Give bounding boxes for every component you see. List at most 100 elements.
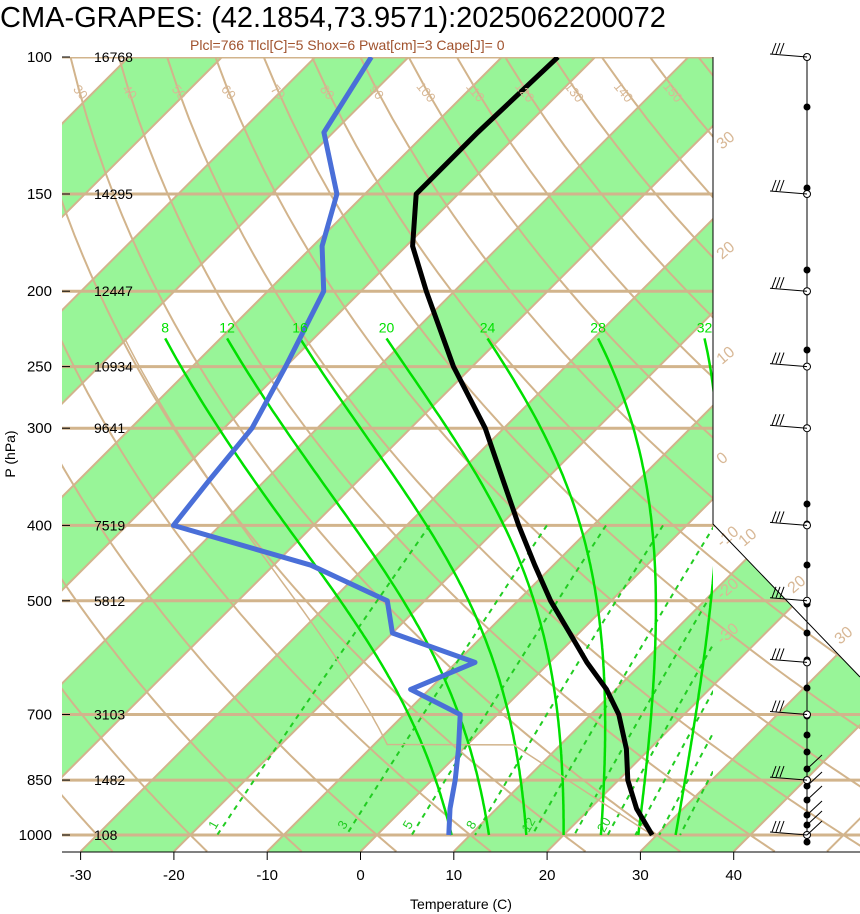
barb-shaft	[806, 810, 823, 826]
temperature-tick-label: 30	[632, 867, 649, 884]
temperature-tick-label: -20	[163, 867, 185, 884]
temperature-tick-label: 10	[445, 867, 462, 884]
height-label: 7519	[94, 517, 125, 533]
barb-shaft	[769, 831, 808, 836]
barb-shaft	[769, 53, 808, 58]
sounding-profiles	[170, 57, 655, 837]
isotherm-label: 20	[714, 239, 739, 264]
isotherm-band	[62, 57, 596, 852]
dry-adiabat	[62, 57, 208, 852]
dry-adiabat	[117, 57, 776, 852]
mixing-ratio-label: 8	[463, 818, 480, 832]
pressure-tick-label: 200	[27, 283, 52, 300]
height-label: 16768	[94, 49, 133, 65]
isotherm-line	[62, 57, 596, 852]
barb-dot	[803, 561, 811, 569]
moist-adiabat-label: 32	[697, 319, 713, 335]
barb-shaft	[806, 771, 823, 787]
barb-flag	[779, 42, 785, 55]
barb-shaft	[806, 800, 823, 816]
temperature-tick-label: -30	[70, 867, 92, 884]
parcel-line	[124, 338, 653, 836]
isotherm-label: 10	[714, 344, 739, 369]
x-axis-label: Temperature (C)	[410, 896, 512, 912]
height-label: 10934	[94, 359, 133, 375]
isotherm-band	[62, 57, 409, 852]
grid-lines	[62, 57, 860, 852]
pressure-tick-label: 1000	[19, 827, 52, 844]
height-label: 12447	[94, 283, 133, 299]
barb-flag	[775, 700, 781, 712]
barb-dot	[803, 346, 811, 354]
barb-flag	[779, 765, 785, 778]
moist-adiabat	[164, 337, 453, 836]
height-label: 3103	[94, 706, 125, 722]
barb-shaft	[769, 287, 808, 292]
barb-flag	[775, 42, 781, 55]
barb-dot	[803, 266, 811, 274]
mixing-ratio-line	[531, 525, 713, 836]
mixing-ratio-line	[345, 524, 548, 836]
dry-adiabat	[407, 57, 860, 852]
barb-shaft	[769, 658, 808, 663]
moist-adiabat	[226, 337, 491, 836]
moist-adiabat	[385, 337, 565, 835]
barb-flag	[779, 277, 785, 289]
barb-shaft	[806, 785, 823, 801]
barb-flag	[771, 179, 777, 192]
temperature-tick-label: 40	[725, 867, 742, 884]
moist-adiabat	[486, 337, 607, 836]
barb-dot	[803, 731, 811, 739]
temperature-axis: -30 -20 -10 0 10 20 30 40	[70, 852, 742, 884]
mixing-ratio-line	[679, 769, 713, 836]
moist-adiabat-label: 24	[480, 319, 496, 335]
barb-flag	[775, 648, 781, 660]
barb-dot	[803, 748, 811, 756]
barb-flag	[779, 179, 785, 192]
barb-dot	[803, 184, 811, 192]
mixing-ratio-line	[606, 642, 713, 836]
barb-flag	[771, 277, 777, 289]
height-label: 9641	[94, 420, 125, 436]
height-label: 5812	[94, 593, 125, 609]
barb-shaft	[769, 710, 808, 715]
barb-flag	[771, 586, 777, 598]
mixing-ratio-line	[410, 524, 607, 836]
isotherm-line	[62, 57, 223, 852]
moist-adiabat-label: 16	[292, 319, 308, 335]
moist-adiabat	[596, 337, 658, 836]
isotherm-line	[62, 57, 410, 852]
height-label: 14295	[94, 186, 133, 202]
parcel-path	[124, 338, 653, 836]
wind-barb-column	[769, 42, 823, 846]
temperature-line	[410, 57, 655, 837]
barb-flag	[771, 648, 777, 660]
mixing-ratio-line	[474, 524, 664, 836]
barb-flag	[775, 352, 781, 364]
isotherm-label: 10	[736, 526, 761, 551]
dry-adiabat	[214, 57, 860, 852]
y-axis-label: P (hPa)	[2, 430, 18, 477]
barb-dot	[803, 684, 811, 692]
barb-flag	[775, 511, 781, 523]
height-label: 1482	[94, 772, 125, 788]
isotherm-line	[62, 57, 317, 852]
chart-subtitle: Plcl=766 Tlcl[C]=5 Shox=6 Pwat[cm]=3 Cap…	[190, 37, 505, 53]
isotherm-bands	[62, 57, 860, 852]
pressure-tick-label: 300	[27, 420, 52, 437]
barb-flag	[775, 820, 781, 833]
barb-flag	[779, 511, 785, 523]
height-label: 108	[94, 827, 118, 843]
barb-shaft	[769, 521, 808, 526]
barb-flag	[771, 511, 777, 523]
dry-adiabat	[62, 57, 397, 852]
chart-title: CMA-GRAPES: (42.1854,73.9571):2025062200…	[0, 2, 666, 34]
barb-dot	[803, 629, 811, 637]
moist-adiabat-label: 20	[379, 319, 395, 335]
dry-adiabat	[166, 57, 860, 852]
moist-adiabat-label: 12	[219, 319, 235, 335]
pressure-tick-label: 400	[27, 517, 52, 534]
barb-flag	[771, 820, 777, 833]
barb-flag	[775, 586, 781, 598]
